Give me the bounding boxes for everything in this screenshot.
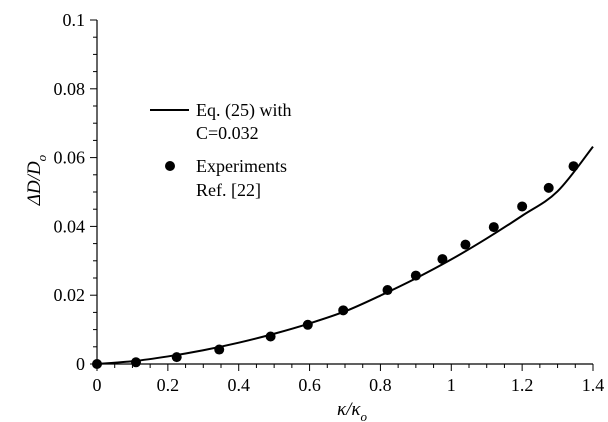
y-tick-label: 0.02 (54, 285, 86, 305)
data-point-experiment (92, 359, 102, 369)
x-tick-label: 0.8 (369, 375, 392, 395)
x-tick-label: 1 (447, 375, 456, 395)
y-ticks: 0 0.02 0.04 0.06 0.08 0.1 (54, 10, 97, 374)
data-point-experiment (460, 239, 471, 250)
x-tick-label: 1.4 (582, 375, 605, 395)
legend-marker-swatch (165, 161, 175, 171)
data-point-experiment (410, 270, 421, 281)
data-point-experiment (568, 161, 579, 172)
y-tick-label: 0.06 (54, 148, 86, 168)
x-axis-title: κ/κo (337, 399, 368, 422)
data-point-experiment (302, 319, 313, 330)
data-point-experiment (130, 357, 141, 368)
x-tick-label: 0.2 (157, 375, 180, 395)
data-point-experiment (517, 201, 528, 212)
y-axis-title-subscript: o (34, 154, 49, 161)
x-tick-label: 0.4 (227, 375, 250, 395)
data-point-experiment (338, 305, 349, 316)
y-tick-label: 0 (76, 354, 85, 374)
x-ticks: 0 0.2 0.4 0.6 0.8 1 1.2 1.4 (93, 364, 605, 395)
data-point-experiment (382, 285, 393, 296)
data-point-experiment (437, 254, 448, 265)
y-axis-title: ΔD/Do (24, 154, 49, 206)
legend-line-label-2: C=0.032 (196, 123, 259, 143)
x-tick-label: 1.2 (511, 375, 534, 395)
legend-line-label-1: Eq. (25) with (196, 100, 291, 121)
data-point-experiment (488, 222, 499, 233)
data-point-experiment (265, 331, 276, 342)
legend-marker-label-1: Experiments (196, 156, 287, 176)
data-point-experiment (214, 344, 225, 355)
legend-marker-label-2: Ref. [22] (196, 180, 261, 200)
data-point-experiment (171, 352, 182, 363)
x-axis-title-subscript: o (361, 409, 368, 422)
x-tick-label: 0 (93, 375, 102, 395)
series-layer (92, 145, 594, 369)
data-point-experiment (543, 182, 554, 193)
y-tick-label: 0.08 (54, 79, 86, 99)
series-line-eq25 (96, 145, 594, 365)
x-tick-label: 0.6 (298, 375, 321, 395)
y-tick-label: 0.1 (63, 10, 86, 30)
legend: Eq. (25) with C=0.032 Experiments Ref. [… (150, 100, 291, 200)
y-tick-label: 0.04 (54, 216, 86, 236)
